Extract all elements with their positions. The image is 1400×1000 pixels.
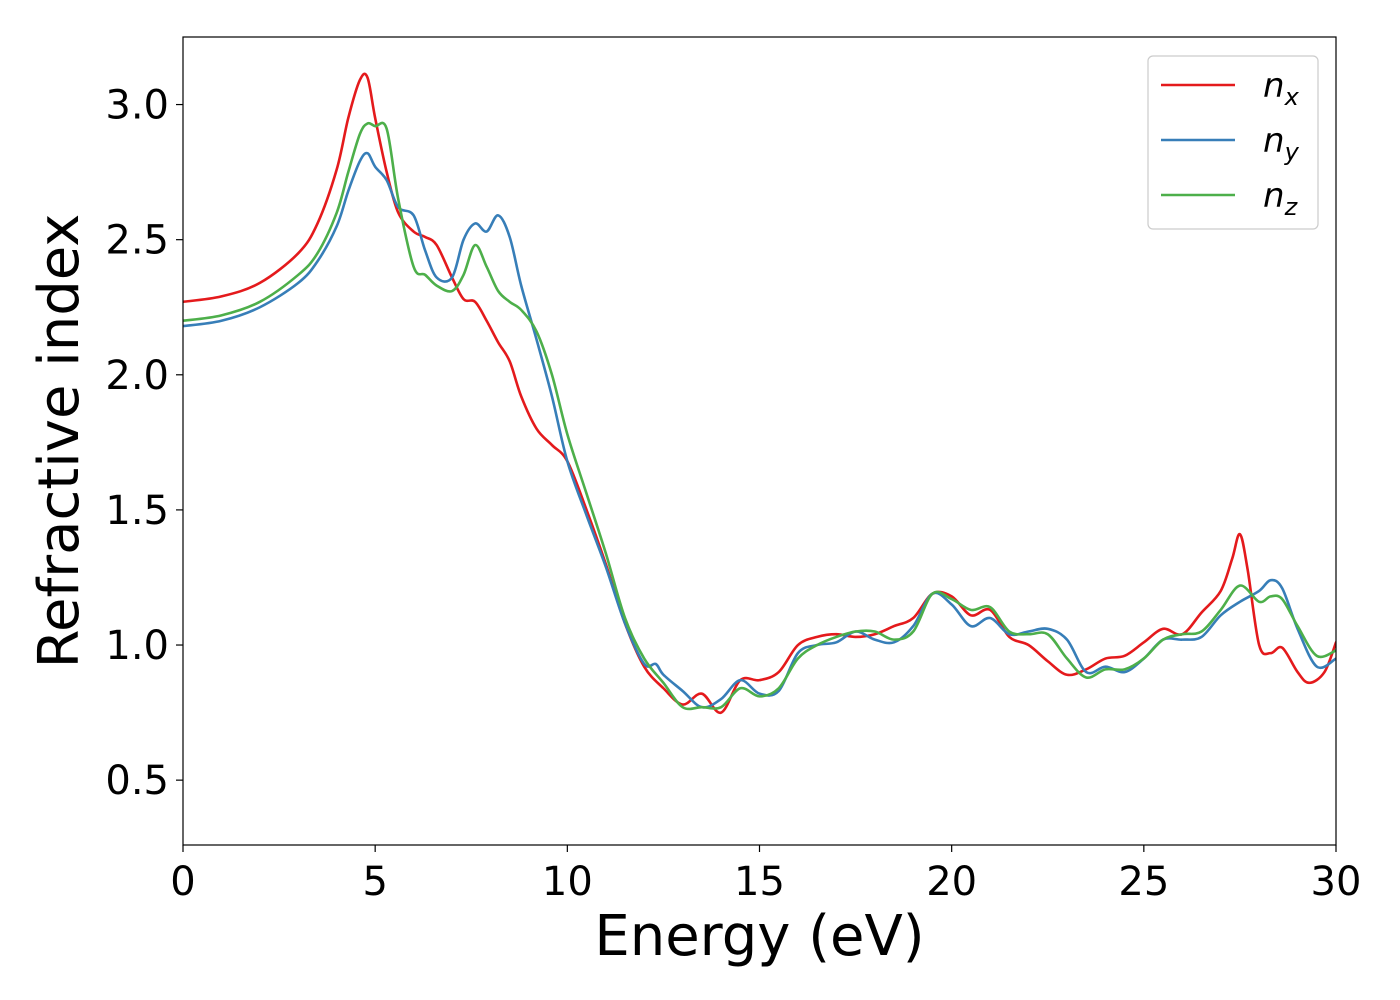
x-tick-label: 15 — [734, 859, 785, 905]
x-tick-label: 25 — [1118, 859, 1169, 905]
y-tick-label: 3.0 — [105, 83, 169, 129]
y-tick-label: 2.0 — [105, 353, 169, 399]
y-tick-label: 2.5 — [105, 218, 169, 264]
y-tick-label: 1.0 — [105, 623, 169, 669]
x-axis-title: Energy (eV) — [594, 904, 924, 969]
x-tick-label: 30 — [1311, 859, 1362, 905]
x-tick-label: 0 — [170, 859, 195, 905]
x-tick-label: 10 — [542, 859, 593, 905]
x-tick-label: 20 — [926, 859, 977, 905]
x-tick-label: 5 — [362, 859, 387, 905]
y-tick-label: 1.5 — [105, 488, 169, 534]
y-axis-title: Refractive index — [27, 214, 92, 669]
y-tick-label: 0.5 — [105, 758, 169, 804]
